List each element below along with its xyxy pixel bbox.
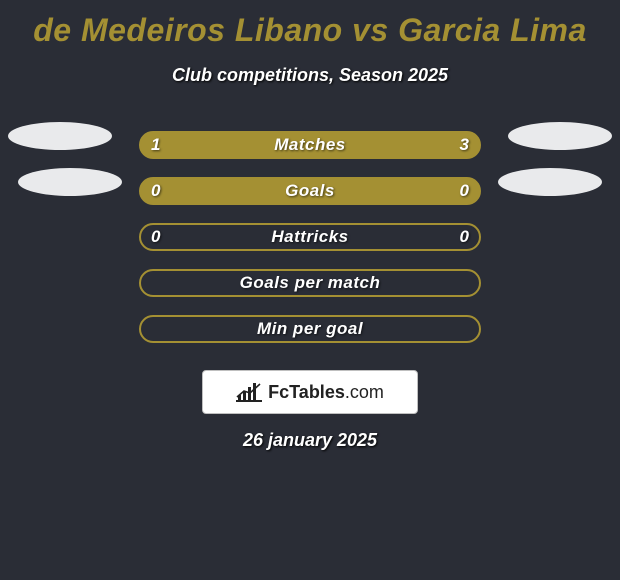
stat-bar: 0 Goals 0	[139, 177, 481, 205]
stat-label: Hattricks	[271, 227, 348, 247]
stat-row: 1 Matches 3	[0, 122, 620, 168]
stat-bar: Min per goal	[139, 315, 481, 343]
logo-domain: .com	[345, 382, 384, 402]
stat-row: 0 Hattricks 0	[0, 214, 620, 260]
stat-bar: Goals per match	[139, 269, 481, 297]
stat-right-value: 3	[460, 135, 469, 155]
source-logo: FcTables.com	[202, 370, 418, 414]
stat-right-value: 0	[460, 227, 469, 247]
stat-bar: 0 Hattricks 0	[139, 223, 481, 251]
stat-row: Goals per match	[0, 260, 620, 306]
stat-label: Matches	[274, 135, 346, 155]
stat-label: Min per goal	[257, 319, 363, 339]
footer-date: 26 january 2025	[0, 430, 620, 451]
page-subtitle: Club competitions, Season 2025	[0, 65, 620, 86]
page-title: de Medeiros Libano vs Garcia Lima	[0, 0, 620, 49]
stat-row: Min per goal	[0, 306, 620, 352]
stat-row: 0 Goals 0	[0, 168, 620, 214]
comparison-infographic: de Medeiros Libano vs Garcia Lima Club c…	[0, 0, 620, 580]
bar-chart-icon	[236, 382, 262, 402]
stat-right-value: 0	[460, 181, 469, 201]
stats-rows: 1 Matches 3 0 Goals 0 0 Hattricks 0 Go	[0, 122, 620, 352]
stat-bar: 1 Matches 3	[139, 131, 481, 159]
logo-brand: FcTables	[268, 382, 345, 402]
logo-text: FcTables.com	[268, 382, 384, 403]
stat-label: Goals per match	[240, 273, 381, 293]
stat-left-value: 1	[151, 135, 160, 155]
stat-left-value: 0	[151, 181, 160, 201]
stat-left-value: 0	[151, 227, 160, 247]
stat-label: Goals	[285, 181, 335, 201]
